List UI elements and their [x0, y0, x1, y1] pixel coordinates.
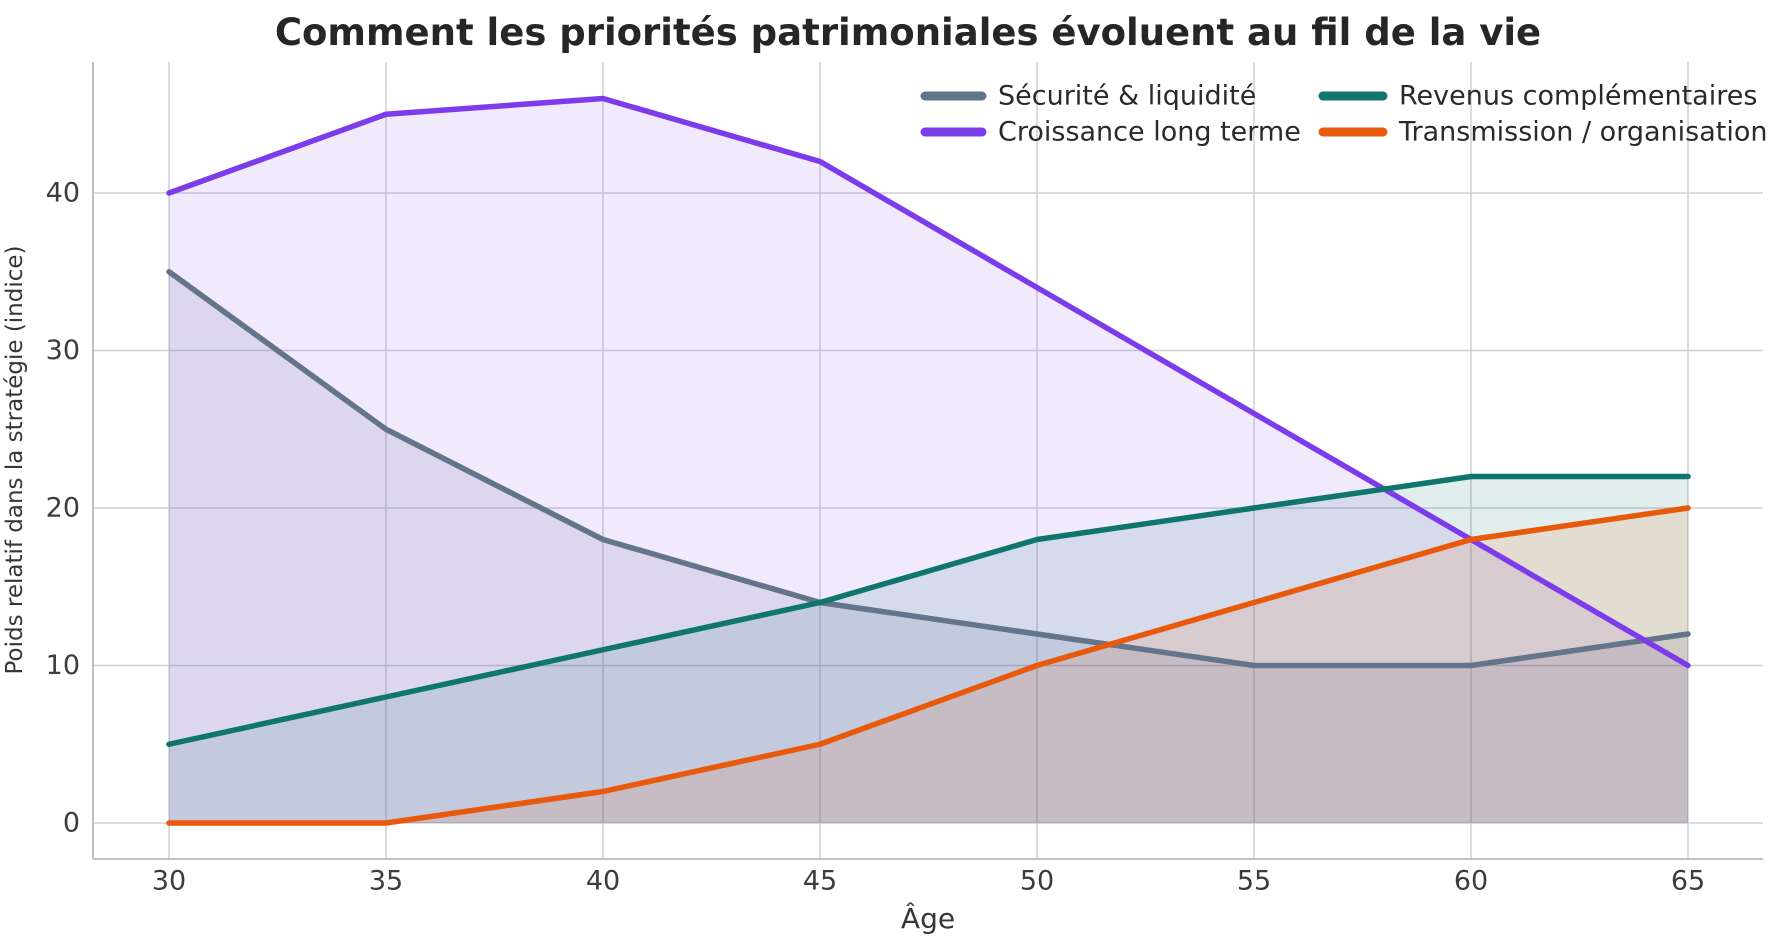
- plot-area: 30 35 40 45 50 55 60 65 0 10 20 30 40 Sécurité & liqu…: [46, 62, 1767, 897]
- legend-label: Croissance long terme: [998, 117, 1301, 148]
- x-tick-label: 55: [1237, 866, 1271, 897]
- series-area-1: [169, 98, 1688, 823]
- x-axis-label: Âge: [901, 901, 955, 935]
- series-area-0: [169, 271, 1688, 823]
- x-tick-label: 65: [1671, 866, 1705, 897]
- series-line-2: [166, 473, 1691, 747]
- x-tick-label: 60: [1454, 866, 1488, 897]
- x-tick-label: 35: [369, 866, 403, 897]
- legend-label: Transmission / organisation: [1398, 117, 1767, 148]
- series-line-3: [166, 505, 1691, 826]
- y-tick-label: 30: [46, 335, 80, 366]
- y-axis-label: Poids relatif dans la stratégie (indice): [2, 245, 28, 674]
- legend-label: Revenus complémentaires: [1399, 81, 1757, 112]
- series-area-2: [169, 476, 1688, 823]
- x-tick-label: 40: [586, 866, 620, 897]
- y-tick-label: 40: [46, 178, 80, 209]
- chart-title: Comment les priorités patrimoniales évol…: [275, 11, 1541, 54]
- y-tick-label: 0: [63, 808, 80, 839]
- legend-label: Sécurité & liquidité: [998, 81, 1256, 112]
- x-tick-label: 50: [1020, 866, 1054, 897]
- y-tick-label: 20: [46, 493, 80, 524]
- series-line-1: [166, 95, 1691, 669]
- y-tick-label: 10: [46, 650, 80, 681]
- series-line-0: [166, 269, 1691, 669]
- x-tick-label: 30: [152, 866, 186, 897]
- x-tick-label: 45: [803, 866, 837, 897]
